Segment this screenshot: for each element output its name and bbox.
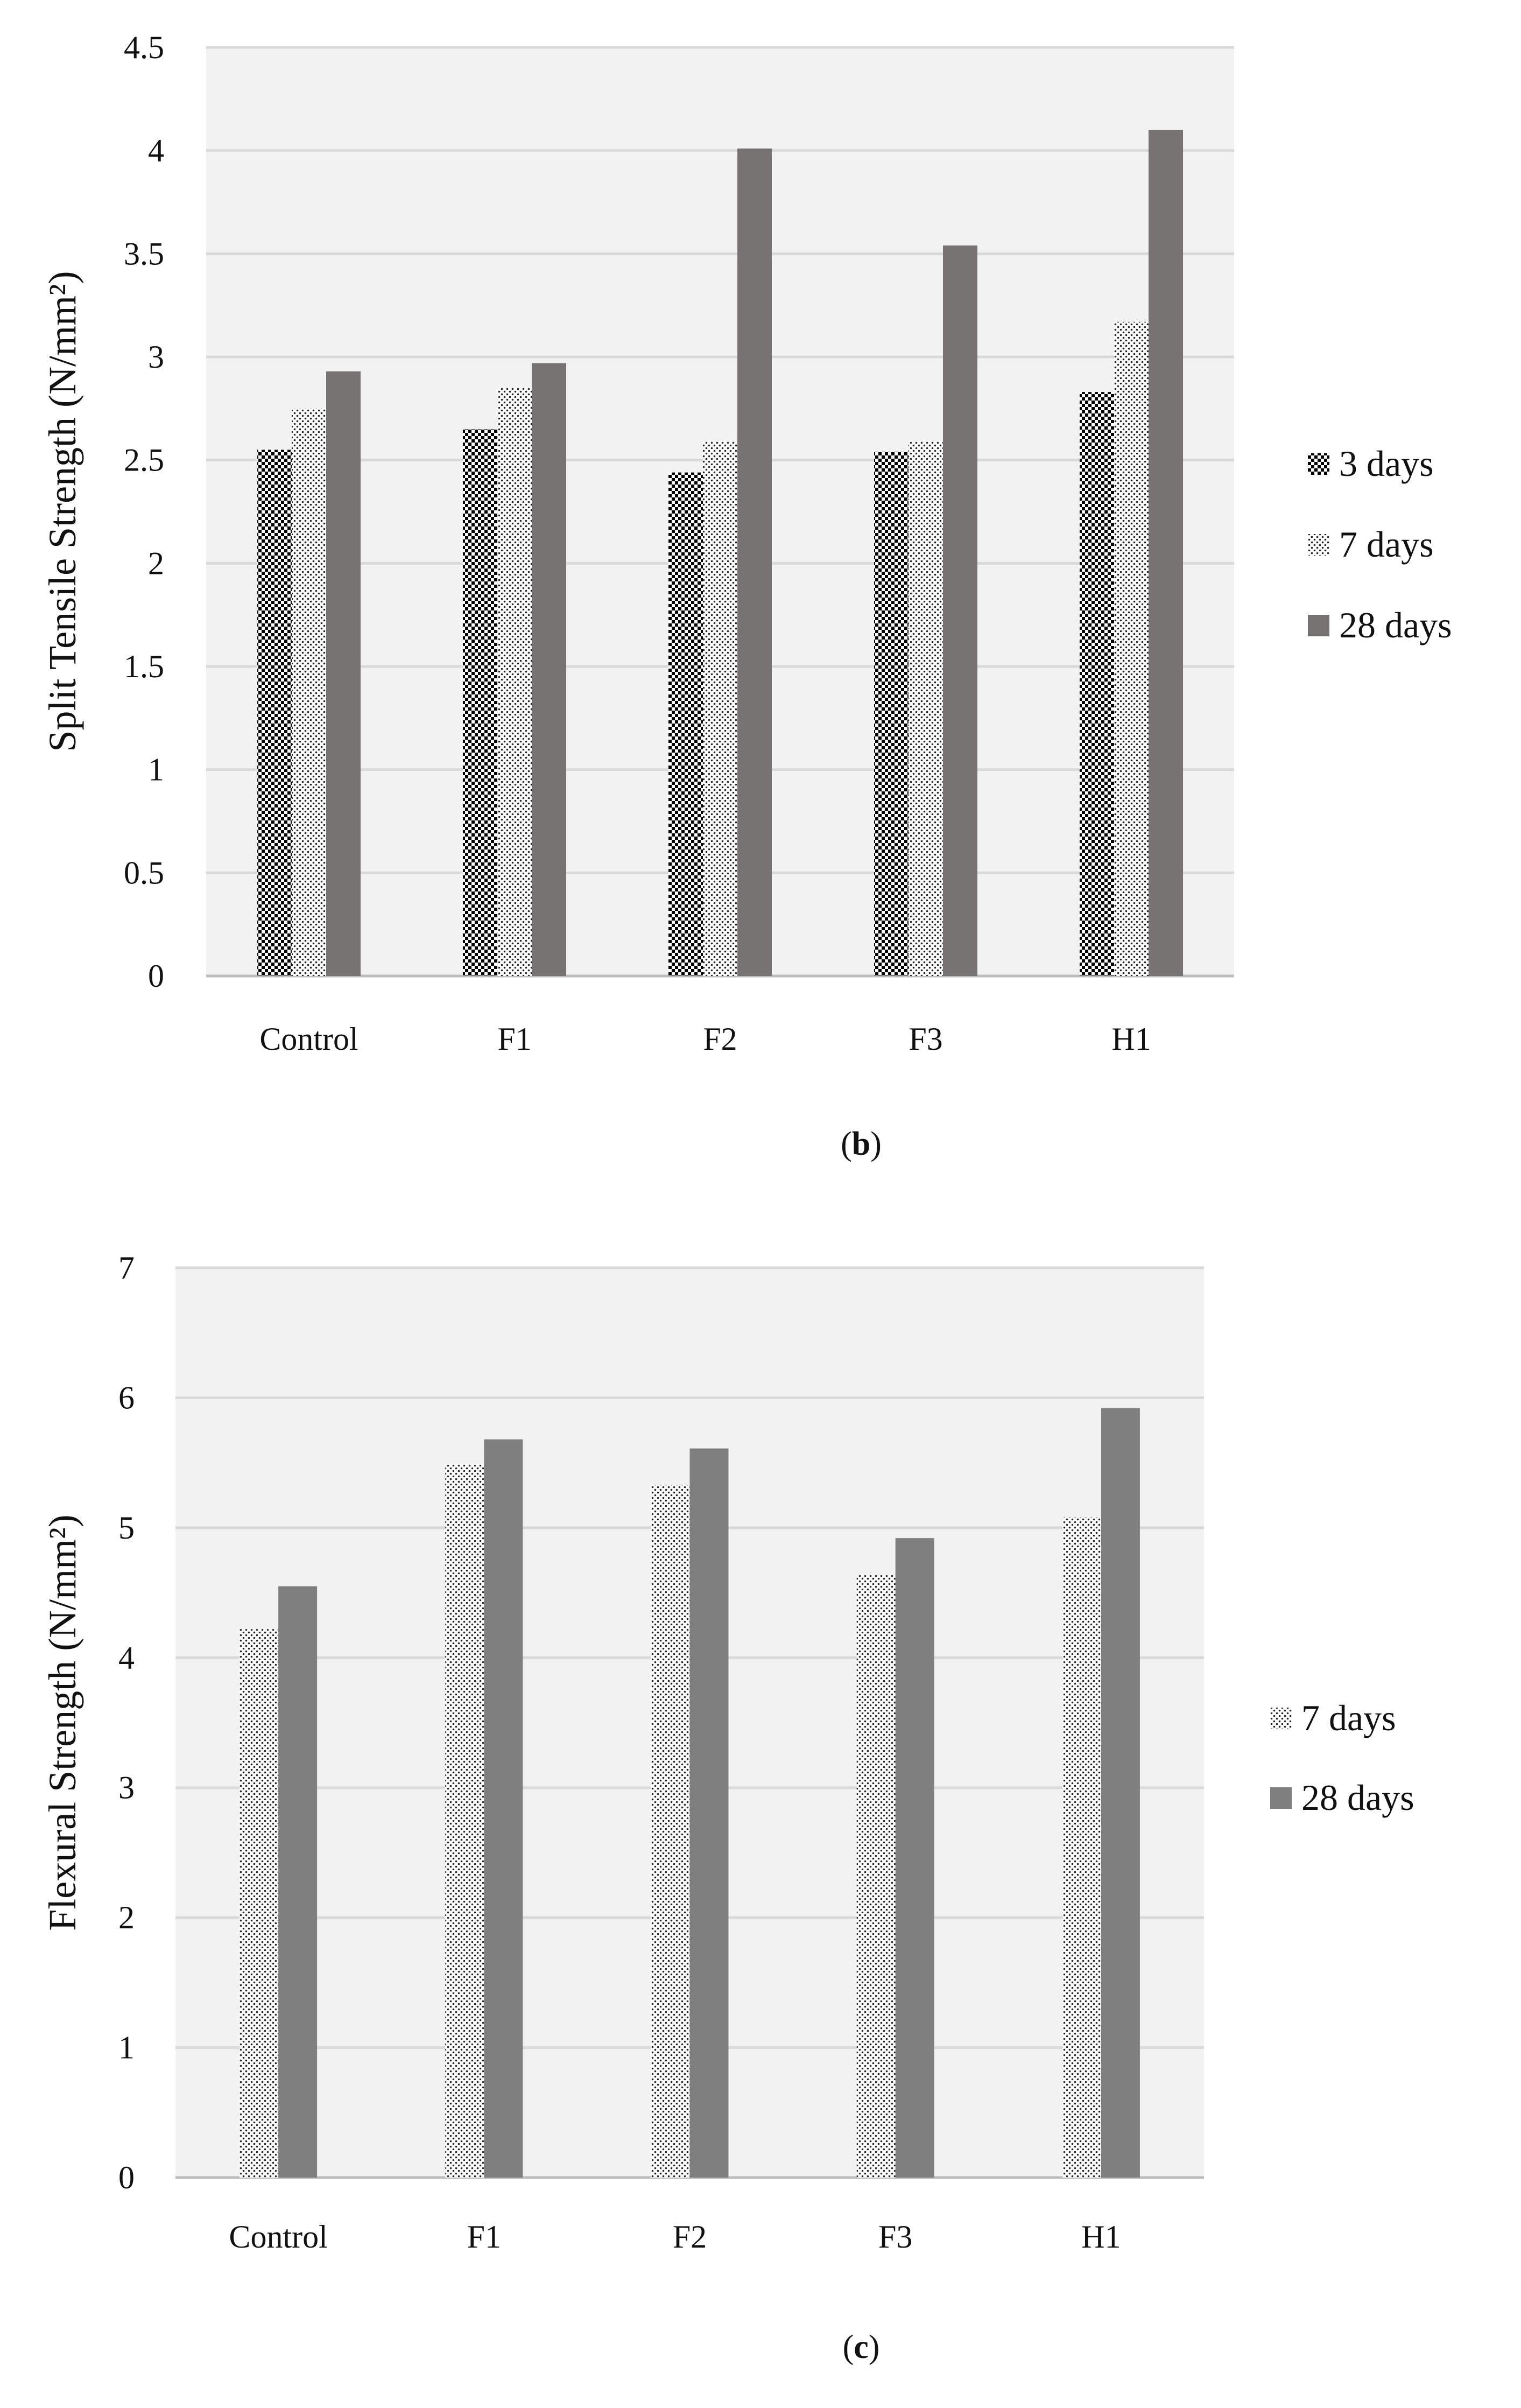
y-tick-label: 1 (148, 752, 164, 788)
bar-f1-28-days (484, 1439, 523, 2178)
legend-swatch (1308, 615, 1329, 636)
y-tick-labels-c: 0 1 2 3 4 5 6 7 (118, 1250, 135, 2195)
bar-h1-28-days (1149, 130, 1183, 976)
y-tick-label: 3 (118, 1770, 135, 1806)
y-tick-label: 4.5 (124, 30, 164, 65)
y-tick-label: 1.5 (124, 649, 164, 684)
x-tick-label: Control (259, 1021, 358, 1057)
y-tick-label: 0 (148, 958, 164, 994)
x-tick-label: H1 (1111, 1021, 1151, 1057)
bar-f2-7-days (651, 1485, 690, 2178)
caption-close-b: ) (870, 1126, 882, 1162)
bar-f3-7-days (909, 441, 943, 976)
y-tick-label: 3.5 (124, 236, 164, 271)
y-tick-labels-b: 0 0.5 1 1.5 2 2.5 3 3.5 4 4.5 (124, 30, 164, 994)
y-tick-label: 4 (118, 1640, 135, 1675)
caption-open-b: ( (841, 1126, 852, 1162)
bar-f3-7-days (856, 1574, 896, 2178)
bar-f3-28-days (943, 245, 977, 976)
y-tick-label: 4 (148, 133, 164, 169)
bar-h1-7-days (1062, 1517, 1101, 2178)
x-tick-label: Control (229, 2219, 327, 2255)
legend-label: 28 days (1301, 1777, 1414, 1818)
legend-swatch (1270, 1787, 1292, 1809)
x-tick-label: F2 (703, 1021, 737, 1057)
y-axis-title-b: Split Tensile Strength (N/mm²) (41, 271, 84, 752)
bar-f1-3-days (463, 429, 497, 976)
y-tick-label: 0 (118, 2160, 135, 2195)
x-tick-label: F3 (909, 1021, 942, 1057)
x-tick-label: F3 (878, 2219, 912, 2255)
bar-control-28-days (326, 371, 361, 977)
y-axis-title-c: Flexural Strength (N/mm²) (41, 1514, 84, 1930)
x-tick-label: F1 (467, 2219, 501, 2255)
bar-f2-3-days (668, 472, 703, 976)
x-tick-labels-b: Control F1 F2 F3 H1 (259, 1021, 1151, 1057)
y-tick-label: 2 (118, 1900, 135, 1935)
y-tick-label: 3 (148, 339, 164, 375)
x-tick-labels-c: Control F1 F2 F3 H1 (229, 2219, 1121, 2255)
bar-h1-3-days (1080, 392, 1114, 976)
bar-f1-28-days (532, 363, 566, 976)
bar-f2-28-days (689, 1448, 729, 2178)
legend-swatch (1270, 1708, 1292, 1729)
y-tick-label: 2 (148, 545, 164, 581)
legend-swatch (1308, 453, 1329, 475)
bar-h1-28-days (1101, 1408, 1140, 2178)
caption-open-c: ( (843, 2329, 854, 2365)
bar-control-3-days (257, 450, 292, 976)
x-tick-label: F2 (673, 2219, 707, 2255)
y-tick-label: 7 (118, 1250, 135, 1286)
caption-letter-c: c (854, 2329, 869, 2365)
y-tick-label: 0.5 (124, 855, 164, 890)
y-tick-label: 6 (118, 1380, 135, 1415)
y-tick-label: 5 (118, 1510, 135, 1546)
bar-h1-7-days (1114, 321, 1149, 977)
legend-label: 7 days (1339, 524, 1434, 565)
bars-c (240, 1408, 1140, 2178)
caption-close-c: ) (869, 2329, 880, 2365)
bar-f2-7-days (703, 441, 737, 976)
bar-f3-28-days (895, 1538, 934, 2178)
legend-b: 3 days 7 days 28 days (1308, 443, 1452, 645)
y-tick-label: 1 (118, 2030, 135, 2066)
caption-b: (b) (841, 1126, 882, 1162)
bar-f3-3-days (874, 452, 909, 976)
bar-control-7-days (292, 408, 326, 977)
legend-label: 28 days (1339, 605, 1452, 645)
bar-control-28-days (278, 1586, 318, 2178)
bars-b (257, 130, 1183, 977)
legend-label: 7 days (1301, 1697, 1396, 1738)
x-tick-label: F1 (497, 1021, 531, 1057)
bar-control-7-days (240, 1629, 279, 2178)
legend-label: 3 days (1339, 443, 1434, 484)
chart-c: 0 1 2 3 4 5 6 7 Control F1 F2 F3 H1 Flexural Streng… (41, 1250, 1414, 2365)
x-tick-label: H1 (1081, 2219, 1121, 2255)
chart-b: 0 0.5 1 1.5 2 2.5 3 3.5 4 4.5 Control F1 F2 F3 H1 Spl… (41, 30, 1452, 1162)
bar-f1-7-days (497, 388, 532, 976)
legend-swatch (1308, 534, 1329, 556)
y-tick-label: 2.5 (124, 443, 164, 478)
bar-f2-28-days (737, 148, 772, 976)
caption-c: (c) (843, 2329, 880, 2365)
caption-letter-b: b (852, 1126, 870, 1162)
bar-f1-7-days (445, 1464, 484, 2178)
legend-c: 7 days 28 days (1270, 1697, 1414, 1818)
